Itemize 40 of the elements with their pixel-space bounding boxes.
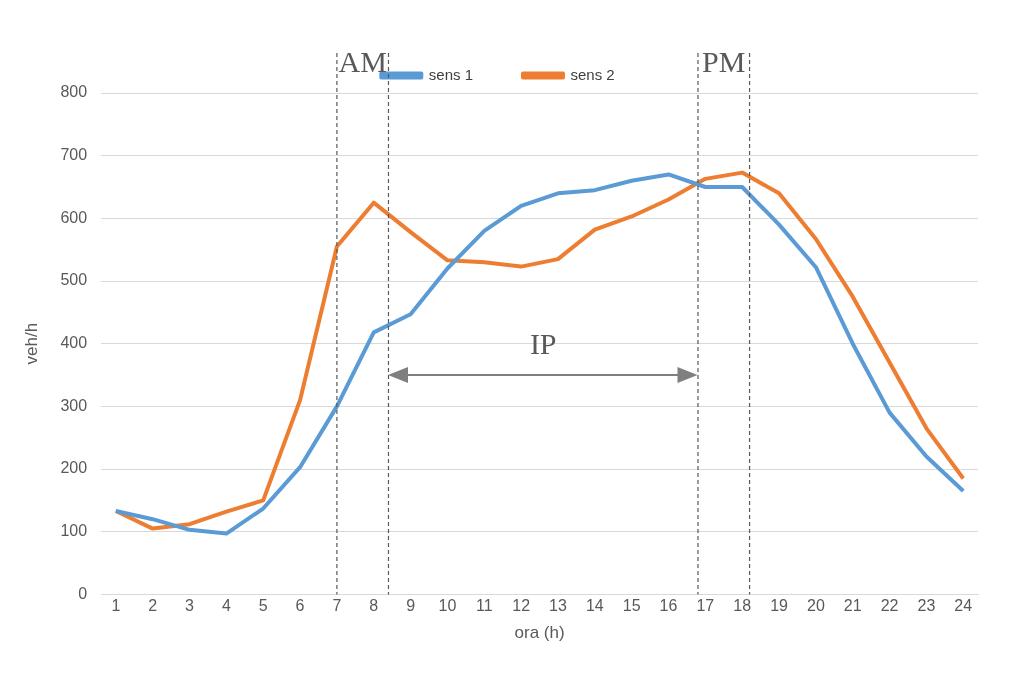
x-tick-label: 3: [185, 597, 195, 615]
x-tick-label: 9: [406, 597, 416, 615]
x-tick-label: 13: [549, 597, 567, 615]
y-tick-label: 400: [60, 334, 88, 352]
x-tick-label: 23: [917, 597, 936, 615]
y-tick-label: 500: [60, 271, 88, 289]
y-tick-label: 800: [60, 83, 88, 101]
annotation: IP: [528, 327, 558, 362]
x-tick-label: 11: [475, 597, 493, 615]
x-tick-label: 18: [733, 597, 752, 615]
x-tick-label: 16: [659, 597, 678, 615]
x-tick-label: 4: [221, 597, 231, 615]
x-tick-label: 22: [880, 597, 899, 615]
x-tick-label: 6: [295, 597, 305, 615]
legend-label: sens 1: [428, 65, 474, 83]
y-tick-label: 600: [60, 208, 88, 226]
x-tick-label: 7: [332, 597, 342, 615]
x-tick-label: 24: [954, 597, 973, 615]
y-tick-label: 100: [60, 522, 88, 540]
x-tick-label: 14: [585, 597, 604, 615]
x-tick-label: 15: [622, 597, 641, 615]
x-tick-label: 10: [438, 597, 457, 615]
x-tick-label: 2: [148, 597, 158, 615]
x-tick-label: 12: [512, 597, 531, 615]
text: AM: [337, 45, 388, 79]
x-tick-label: 17: [696, 597, 715, 615]
x-tick-label: 19: [770, 597, 789, 615]
y-tick-label: 700: [60, 146, 88, 164]
x-axis-title: ora (h): [514, 623, 565, 643]
x-tick-label: 8: [369, 597, 379, 615]
x-tick-label: 5: [258, 597, 268, 615]
y-tick-label: 0: [78, 584, 88, 602]
y-axis-title: veh/h: [21, 322, 41, 365]
text: PM: [701, 45, 747, 79]
x-tick-label: 1: [111, 597, 121, 615]
x-tick-label: 20: [806, 597, 825, 615]
y-tick-label: 200: [60, 459, 88, 477]
legend-label: sens 2: [570, 65, 615, 83]
x-tick-label: 21: [843, 597, 862, 615]
y-tick-label: 300: [60, 396, 88, 414]
